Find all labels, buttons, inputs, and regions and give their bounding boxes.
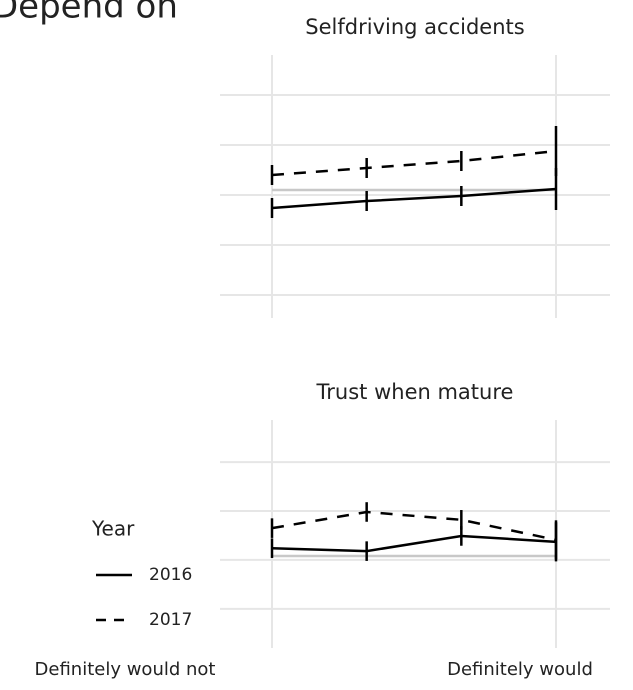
line (271, 510, 557, 542)
line (271, 149, 557, 177)
line (271, 534, 557, 553)
chart-title: Depend on (0, 0, 178, 27)
x-tick-label: Definitely would (447, 659, 593, 680)
legend-title: Year (91, 517, 135, 541)
x-tick-label: Definitely would not (35, 659, 216, 680)
legend-label: 2016 (149, 565, 192, 585)
panel-title: Trust when mature (316, 380, 514, 404)
line (271, 187, 557, 210)
panel-title: Selfdriving accidents (305, 15, 524, 39)
legend-label: 2017 (149, 610, 192, 630)
